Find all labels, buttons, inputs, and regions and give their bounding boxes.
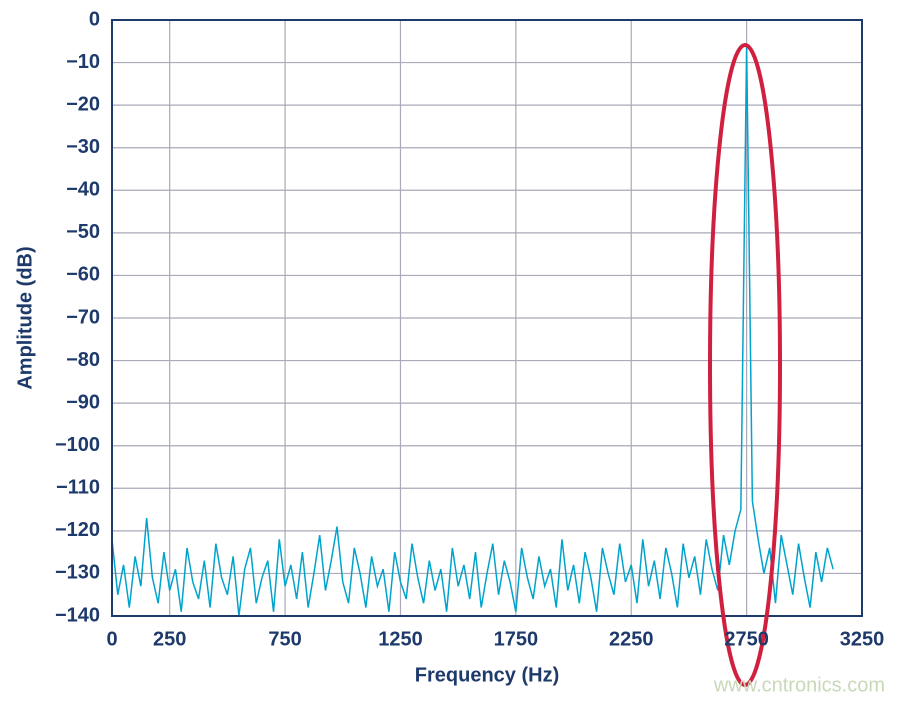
x-tick-label: 0 <box>106 628 117 650</box>
y-tick-label: −130 <box>55 562 100 584</box>
y-tick-label: −100 <box>55 434 100 456</box>
y-tick-label: −10 <box>66 51 100 73</box>
y-tick-label: −70 <box>66 306 100 328</box>
spectrum-line <box>111 45 834 617</box>
plot-area <box>111 19 863 617</box>
y-tick-label: −140 <box>55 604 100 626</box>
x-tick-label: 1750 <box>494 628 539 650</box>
x-tick-label: 1250 <box>378 628 423 650</box>
highlight-ellipse <box>708 43 782 687</box>
x-tick-label: 250 <box>153 628 186 650</box>
x-tick-label: 3250 <box>840 628 885 650</box>
y-tick-label: −60 <box>66 264 100 286</box>
watermark: www.cntronics.com <box>713 674 885 696</box>
y-tick-label: −120 <box>55 519 100 541</box>
y-tick-label: −20 <box>66 93 100 115</box>
y-tick-label: −80 <box>66 349 100 371</box>
x-tick-label: 2750 <box>724 628 769 650</box>
y-axis-title: Amplitude (dB) <box>14 246 36 389</box>
y-tick-label: −110 <box>56 477 100 499</box>
x-tick-label: 750 <box>268 628 301 650</box>
x-tick-label: 2250 <box>609 628 654 650</box>
y-tick-label: −90 <box>66 391 100 413</box>
y-tick-label: −50 <box>66 221 100 243</box>
y-tick-label: 0 <box>89 8 100 30</box>
y-tick-label: −40 <box>66 179 100 201</box>
y-tick-label: −30 <box>66 136 100 158</box>
plot-frame <box>111 19 863 617</box>
x-axis-title: Frequency (Hz) <box>415 664 559 686</box>
